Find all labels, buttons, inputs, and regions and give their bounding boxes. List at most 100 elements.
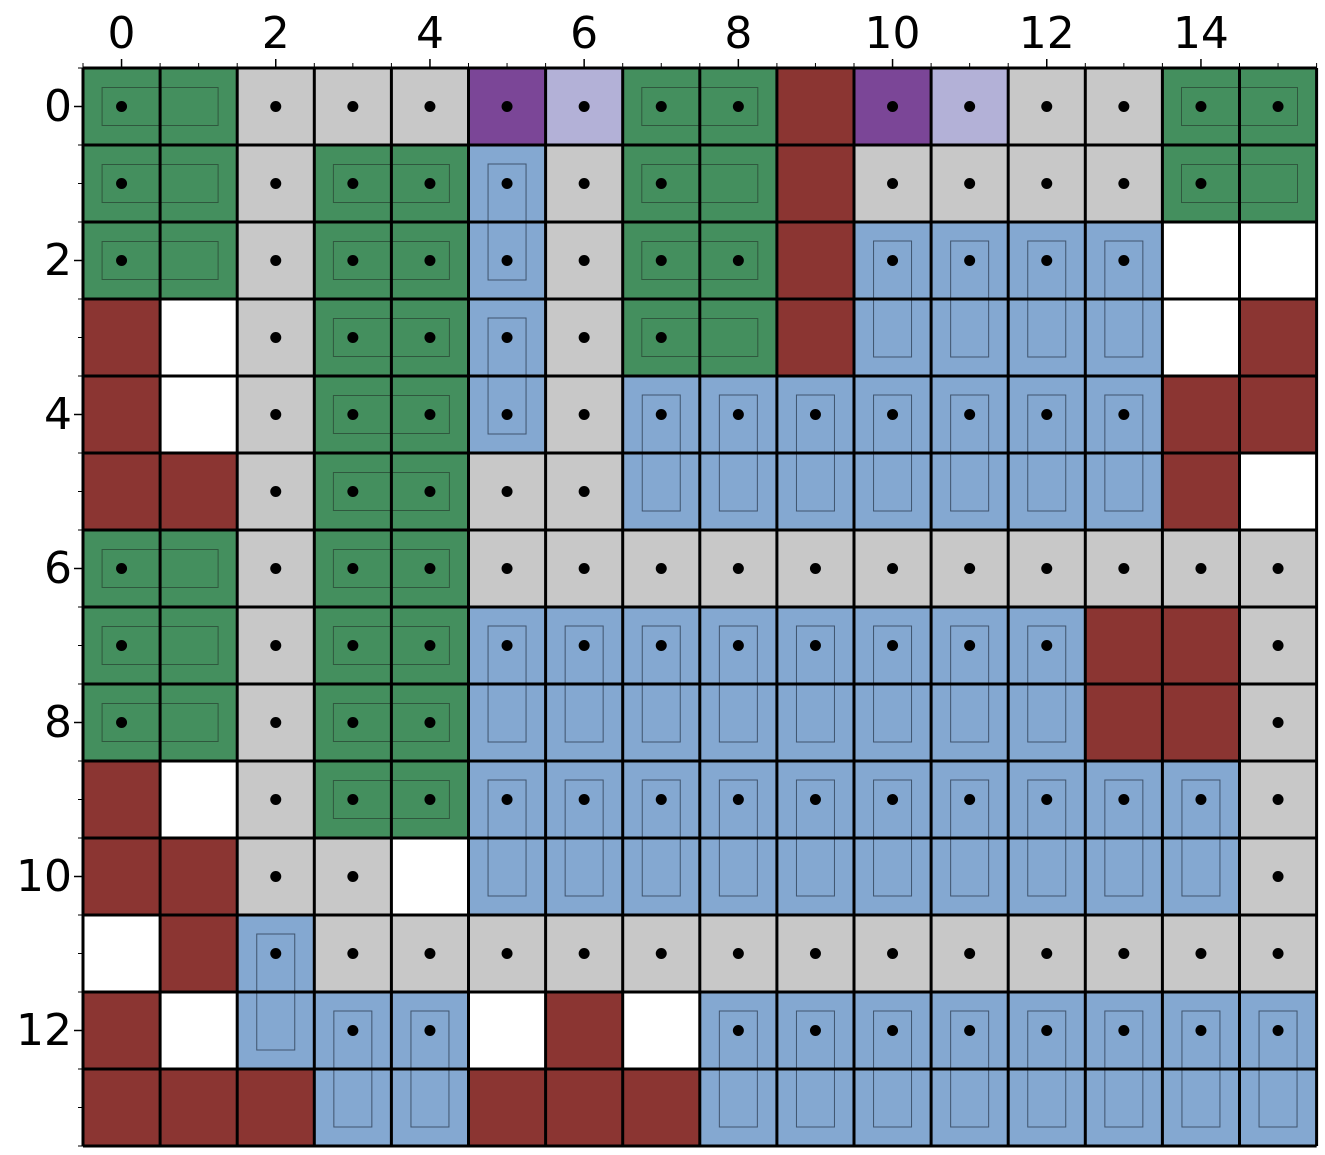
cell-r12-c6	[545, 992, 624, 1070]
dot-r9-c4	[424, 794, 436, 805]
cell-r2-c14	[1162, 222, 1240, 300]
cell-r8-c11	[931, 684, 1009, 762]
dot-r12-c8	[732, 1025, 744, 1036]
cell-r13-c8	[699, 1069, 778, 1147]
dot-r3-c4	[424, 332, 436, 343]
cell-r8-c9	[776, 684, 855, 762]
cell-r13-c15	[1239, 1069, 1318, 1147]
cell-r5-c0	[83, 453, 161, 531]
cell-r3-c15	[1239, 299, 1318, 377]
dot-r11-c11	[964, 948, 976, 959]
x-tick-label-8: 8	[724, 8, 752, 59]
cell-r12-c5	[468, 992, 547, 1070]
cell-r9-c0	[83, 761, 161, 839]
cell-r10-c13	[1085, 838, 1163, 916]
dot-r7-c8	[732, 640, 744, 651]
cell-r1-c9	[776, 145, 855, 223]
dot-r0-c6	[578, 101, 590, 112]
cell-r11-c1	[160, 915, 238, 993]
dot-r3-c5	[501, 332, 513, 343]
cell-r8-c7	[622, 684, 701, 762]
dot-r12-c14	[1195, 1025, 1207, 1036]
dot-r2-c8	[732, 255, 744, 266]
cell-r13-c9	[776, 1069, 855, 1147]
cell-r4-c0	[83, 376, 161, 454]
cell-r7-c14	[1162, 607, 1240, 685]
y-tick-label-6: 6	[44, 543, 72, 594]
dot-r8-c0	[116, 717, 128, 728]
dot-r7-c5	[501, 640, 513, 651]
cell-r10-c9	[776, 838, 855, 916]
dot-r5-c6	[578, 486, 590, 497]
cell-r1-c8	[699, 145, 778, 223]
cell-r13-c10	[854, 1069, 932, 1147]
dot-r2-c6	[578, 255, 590, 266]
dot-r6-c10	[887, 563, 899, 574]
dot-r2-c11	[964, 255, 976, 266]
dot-r0-c11	[964, 101, 976, 112]
x-tick-label-12: 12	[1019, 8, 1075, 59]
y-tick-label-12: 12	[16, 1005, 72, 1056]
dot-r0-c14	[1195, 101, 1207, 112]
dot-r7-c15	[1272, 640, 1284, 651]
cell-r3-c0	[83, 299, 161, 377]
cell-r13-c3	[314, 1069, 392, 1147]
dot-r1-c11	[964, 178, 976, 189]
dot-r4-c12	[1041, 409, 1053, 420]
cell-r5-c10	[854, 453, 932, 531]
y-tick-label-10: 10	[16, 851, 72, 902]
dot-r1-c0	[116, 178, 128, 189]
x-tick-label-4: 4	[416, 8, 444, 59]
dot-r4-c2	[270, 409, 282, 420]
cell-r8-c10	[854, 684, 932, 762]
dot-r7-c12	[1041, 640, 1053, 651]
cell-r13-c1	[160, 1069, 238, 1147]
cell-r3-c1	[160, 299, 238, 377]
dot-r9-c12	[1041, 794, 1053, 805]
cell-r4-c1	[160, 376, 238, 454]
cell-r4-c15	[1239, 376, 1318, 454]
dot-r0-c8	[732, 101, 744, 112]
dot-r9-c11	[964, 794, 976, 805]
dot-r4-c3	[347, 409, 359, 420]
cell-r5-c8	[699, 453, 778, 531]
dot-r1-c2	[270, 178, 282, 189]
dot-r6-c2	[270, 563, 282, 574]
cell-r3-c13	[1085, 299, 1163, 377]
cell-r3-c9	[776, 299, 855, 377]
cell-r13-c14	[1162, 1069, 1240, 1147]
cell-r12-c2	[237, 992, 315, 1070]
cell-r13-c0	[83, 1069, 161, 1147]
dot-r6-c3	[347, 563, 359, 574]
dot-r7-c9	[809, 640, 821, 651]
cell-r13-c7	[622, 1069, 701, 1147]
dot-r9-c6	[578, 794, 590, 805]
cell-r2-c9	[776, 222, 855, 300]
dot-r6-c15	[1272, 563, 1284, 574]
dot-r12-c13	[1118, 1025, 1130, 1036]
cell-r7-c1	[160, 607, 238, 685]
cell-r1-c15	[1239, 145, 1318, 223]
dot-r6-c0	[116, 563, 128, 574]
cell-r2-c15	[1239, 222, 1318, 300]
dot-r1-c4	[424, 178, 436, 189]
x-tick-label-0: 0	[108, 8, 136, 59]
cell-r5-c11	[931, 453, 1009, 531]
dot-r3-c6	[578, 332, 590, 343]
dot-r8-c3	[347, 717, 359, 728]
dot-r12-c11	[964, 1025, 976, 1036]
dot-r6-c13	[1118, 563, 1130, 574]
dot-r0-c0	[116, 101, 128, 112]
dot-r2-c10	[887, 255, 899, 266]
dot-r2-c5	[501, 255, 513, 266]
y-tick-label-0: 0	[44, 81, 72, 132]
dot-r4-c9	[809, 409, 821, 420]
dot-r12-c15	[1272, 1025, 1284, 1036]
dot-r4-c13	[1118, 409, 1130, 420]
dot-r9-c3	[347, 794, 359, 805]
dot-r0-c7	[655, 101, 667, 112]
dot-r6-c8	[732, 563, 744, 574]
dot-r6-c6	[578, 563, 590, 574]
dot-r4-c10	[887, 409, 899, 420]
